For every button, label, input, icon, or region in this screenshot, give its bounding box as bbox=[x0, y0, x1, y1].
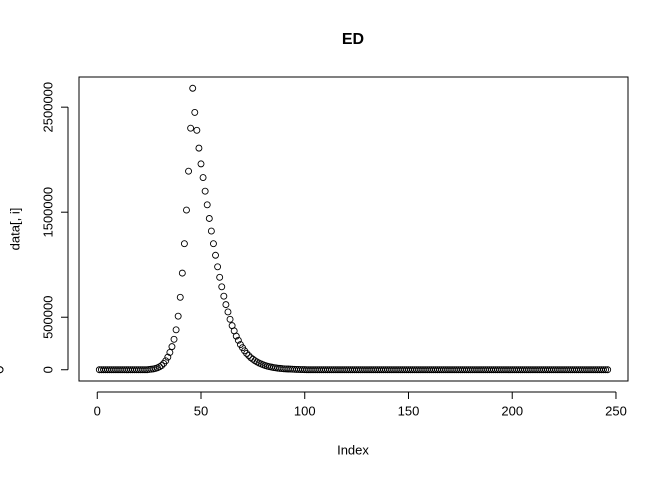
point bbox=[600, 366, 607, 374]
point bbox=[602, 366, 610, 374]
y-tick-label: 1500000 bbox=[40, 187, 55, 238]
y-tick-label: 0 bbox=[40, 366, 55, 373]
y-axis-label: data[, i] bbox=[7, 208, 22, 251]
point bbox=[0, 366, 4, 374]
point bbox=[193, 126, 201, 134]
point bbox=[218, 283, 226, 291]
point bbox=[216, 273, 224, 281]
point bbox=[183, 206, 190, 214]
point bbox=[168, 343, 176, 351]
point bbox=[604, 366, 612, 374]
point bbox=[166, 348, 174, 356]
point bbox=[212, 251, 219, 259]
point bbox=[209, 240, 217, 248]
point bbox=[191, 108, 199, 116]
point bbox=[197, 160, 205, 168]
x-axis-label: Index bbox=[337, 442, 369, 457]
x-tick-label: 100 bbox=[294, 403, 316, 418]
point bbox=[187, 124, 195, 132]
plot-box bbox=[78, 76, 629, 382]
point bbox=[245, 352, 253, 360]
point bbox=[243, 350, 251, 357]
point bbox=[170, 335, 178, 343]
point bbox=[180, 240, 188, 248]
point bbox=[158, 362, 166, 369]
point bbox=[203, 201, 211, 209]
point bbox=[178, 269, 186, 277]
x-tick-label: 250 bbox=[605, 403, 627, 418]
x-tick-label: 200 bbox=[501, 403, 523, 418]
point bbox=[232, 332, 240, 340]
point bbox=[226, 315, 234, 323]
x-tick-label: 0 bbox=[94, 403, 101, 418]
point bbox=[234, 336, 242, 344]
point bbox=[174, 312, 182, 320]
chart-title: ED bbox=[342, 31, 364, 48]
point bbox=[220, 292, 228, 300]
point bbox=[207, 227, 215, 235]
y-tick-label: 2500000 bbox=[40, 82, 55, 133]
point bbox=[162, 357, 170, 365]
point bbox=[214, 263, 222, 271]
point bbox=[195, 144, 203, 152]
point bbox=[172, 326, 180, 334]
x-tick-label: 150 bbox=[398, 403, 420, 418]
y-tick-label: 500000 bbox=[40, 296, 55, 339]
point bbox=[222, 301, 230, 309]
point bbox=[205, 215, 213, 222]
point bbox=[189, 84, 197, 92]
x-tick-label: 50 bbox=[194, 403, 208, 418]
point bbox=[185, 167, 193, 175]
point bbox=[201, 187, 209, 195]
point bbox=[176, 293, 184, 301]
point bbox=[224, 308, 232, 316]
point bbox=[199, 174, 207, 181]
